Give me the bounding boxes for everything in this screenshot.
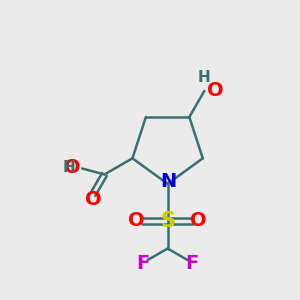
Text: H: H <box>63 160 76 175</box>
Text: O: O <box>64 158 81 177</box>
Text: O: O <box>207 82 223 100</box>
Text: F: F <box>186 254 199 273</box>
Text: N: N <box>160 172 177 191</box>
Text: O: O <box>85 190 101 208</box>
Text: O: O <box>128 211 145 230</box>
Text: F: F <box>136 254 150 273</box>
Text: O: O <box>190 211 207 230</box>
Text: H: H <box>198 70 211 85</box>
Text: S: S <box>160 211 175 231</box>
